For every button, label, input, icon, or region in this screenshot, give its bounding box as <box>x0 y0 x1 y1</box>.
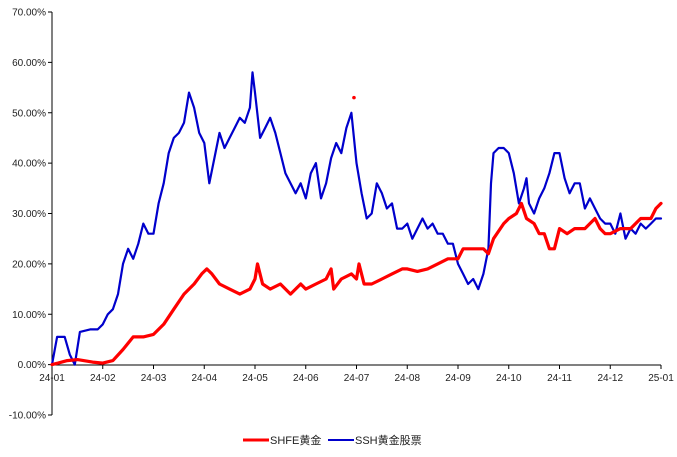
x-tick-label: 24-10 <box>496 373 522 384</box>
y-tick-label: 20.00% <box>12 259 46 270</box>
y-tick-label: 0.00% <box>18 360 46 371</box>
y-tick-label: 10.00% <box>12 310 46 321</box>
x-tick-label: 24-12 <box>597 373 623 384</box>
legend: SHFE黄金 SSH黄金股票 <box>243 433 422 447</box>
x-tick-label: 24-03 <box>141 373 167 384</box>
x-tick-label: 24-04 <box>191 373 217 384</box>
x-tick-label: 24-08 <box>394 373 420 384</box>
y-tick-label: -10.00% <box>9 411 46 422</box>
y-axis: -10.00% 0.00% 10.00% 20.00% 30.00% 40.00% 50.0… <box>9 8 53 422</box>
x-tick-label: 24-02 <box>90 373 116 384</box>
x-tick-label: 24-09 <box>445 373 471 384</box>
x-tick-label: 24-05 <box>242 373 268 384</box>
plot-area <box>50 71 663 367</box>
y-tick-label: 40.00% <box>12 159 46 170</box>
x-axis: 24-01 24-02 24-03 24-04 24-05 24-06 24-07 24-08… <box>39 364 674 384</box>
legend-label: SHFE黄金 <box>270 433 321 447</box>
series-line-ssh-gold-stocks <box>50 71 663 366</box>
series-line-shfe-gold <box>50 201 663 367</box>
legend-label: SSH黄金股票 <box>355 433 422 447</box>
x-tick-label: 24-07 <box>344 373 370 384</box>
x-tick-label: 24-11 <box>547 373 572 384</box>
x-tick-label: 25-01 <box>648 373 674 384</box>
y-tick-label: 30.00% <box>12 209 46 220</box>
y-tick-label: 50.00% <box>12 108 46 119</box>
y-tick-label: 60.00% <box>12 58 46 69</box>
x-tick-label: 24-06 <box>293 373 319 384</box>
x-tick-label: 24-01 <box>39 373 65 384</box>
y-tick-label: 70.00% <box>12 8 46 19</box>
stray-data-point <box>352 95 356 100</box>
